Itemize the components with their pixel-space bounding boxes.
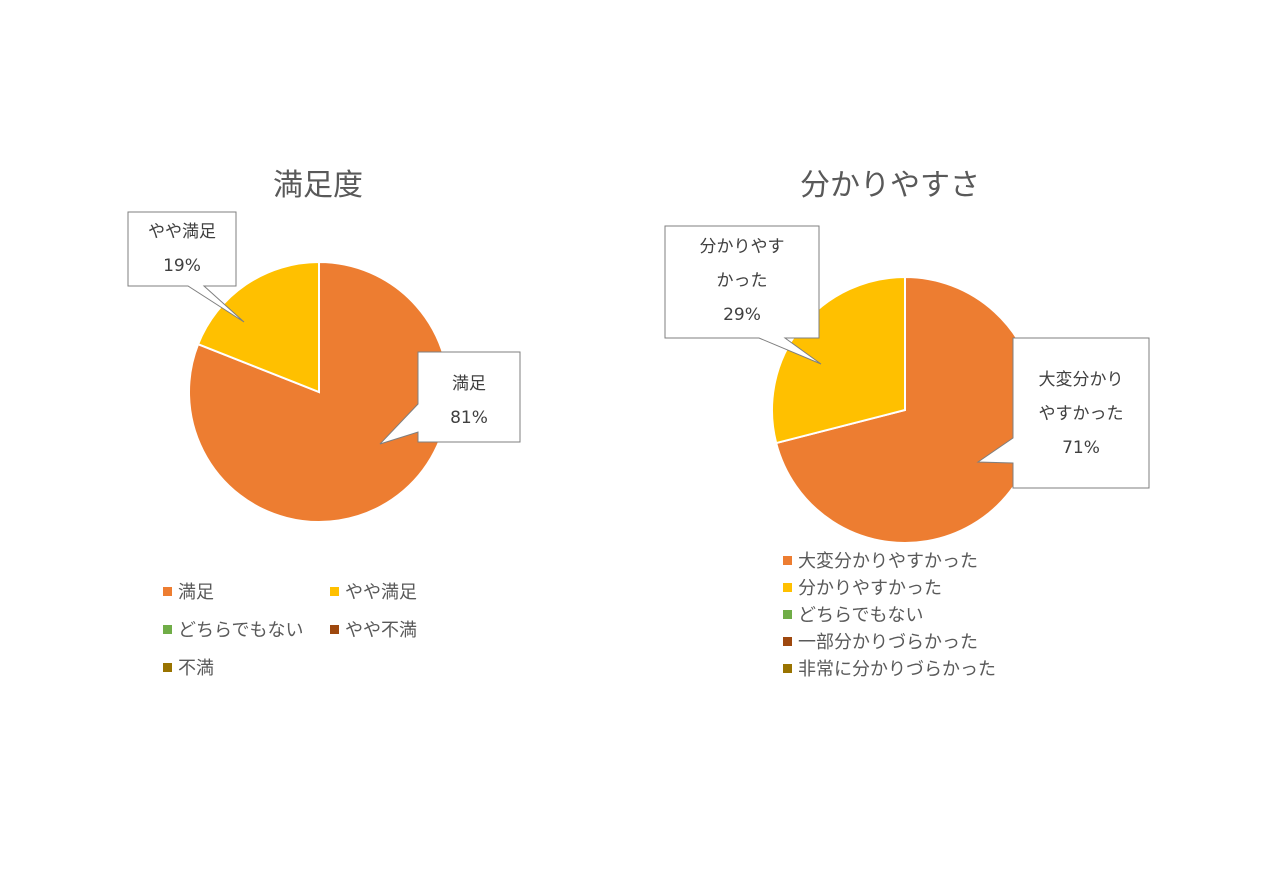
pie-slice — [196, 260, 320, 394]
legend-swatch — [783, 636, 792, 646]
callout-box — [379, 351, 521, 445]
legend-item: やや満足 — [330, 578, 417, 604]
chart-title: 分かりやすさ — [800, 168, 980, 203]
pie-slice — [774, 275, 1039, 544]
callout-box — [127, 211, 245, 323]
legend-label: 大変分かりやすかった — [798, 551, 978, 572]
satisfaction-chart: 満足度 やや満足 19% 満足 81% 満足 やや満足 どちらでもない やや不満… — [127, 168, 521, 680]
clarity-chart: 分かりやすさ 分かりやす かった 29% 大変分かり やすかった 71% 大変分… — [640, 0, 1280, 880]
legend-item: 大変分かりやすかった — [783, 547, 978, 573]
legend-label: 非常に分かりづらかった — [798, 659, 996, 680]
data-label-name: やや満足 — [148, 222, 216, 242]
legend-item: 満足 — [163, 578, 214, 604]
callout-box — [976, 337, 1150, 489]
legend-label: 不満 — [178, 658, 214, 679]
legend-swatch — [783, 555, 792, 565]
legend-swatch — [163, 586, 172, 596]
data-label-yaya-manzoku: やや満足 19% — [128, 215, 236, 283]
legend-label: 満足 — [178, 582, 214, 603]
legend-swatch — [163, 662, 172, 672]
data-label-wakariyasukatta: 分かりやす かった 29% — [665, 230, 819, 332]
legend-item: 不満 — [163, 654, 214, 680]
data-label-line: やすかった — [1038, 404, 1124, 424]
data-label-value: 81% — [450, 408, 488, 428]
legend-label: 分かりやすかった — [798, 578, 942, 599]
legend-label: やや不満 — [345, 620, 417, 641]
legend-label: やや満足 — [345, 582, 417, 603]
data-label-line: 大変分かり — [1038, 370, 1124, 390]
legend-swatch — [783, 663, 792, 673]
data-label-value: 19% — [163, 256, 201, 276]
legend-swatch — [330, 586, 339, 596]
legend-item: 非常に分かりづらかった — [783, 655, 996, 681]
legend-swatch — [783, 582, 792, 592]
legend-swatch — [783, 609, 792, 619]
legend-swatch — [330, 624, 339, 634]
pie-chart — [664, 225, 1150, 544]
data-label-line: かった — [716, 271, 768, 291]
legend-item: 一部分かりづらかった — [783, 628, 978, 654]
legend-item: 分かりやすかった — [783, 574, 942, 600]
data-label-value: 71% — [1062, 438, 1100, 458]
chart-title: 満足度 — [273, 168, 363, 203]
legend-item: どちらでもない — [163, 616, 303, 642]
data-label-value: 29% — [723, 305, 761, 325]
data-label-line: 分かりやす — [699, 237, 785, 257]
legend-label: どちらでもない — [798, 605, 924, 626]
legend-label: どちらでもない — [178, 620, 304, 641]
data-label-taihen-wakariyasukatta: 大変分かり やすかった 71% — [1013, 363, 1149, 465]
callout-box — [664, 225, 822, 365]
legend-item: やや不満 — [330, 616, 417, 642]
data-label-name: 満足 — [452, 374, 486, 394]
data-label-manzoku: 満足 81% — [418, 367, 520, 435]
legend-item: どちらでもない — [783, 601, 923, 627]
pie-chart — [127, 211, 521, 523]
legend-swatch — [163, 624, 172, 634]
legend-label: 一部分かりづらかった — [798, 632, 978, 653]
